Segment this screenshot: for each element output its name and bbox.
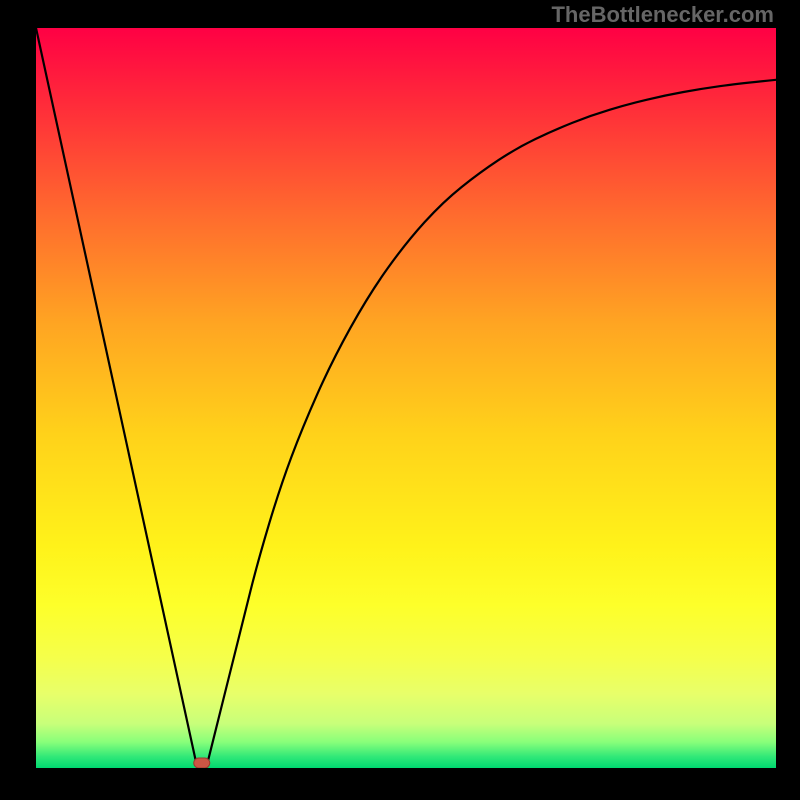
- optimum-marker: [194, 758, 210, 768]
- chart-container: TheBottlenecker.com: [0, 0, 800, 800]
- plot-area: [36, 28, 776, 768]
- gradient-background: [36, 28, 776, 768]
- watermark-text: TheBottlenecker.com: [551, 2, 774, 28]
- plot-svg: [36, 28, 776, 768]
